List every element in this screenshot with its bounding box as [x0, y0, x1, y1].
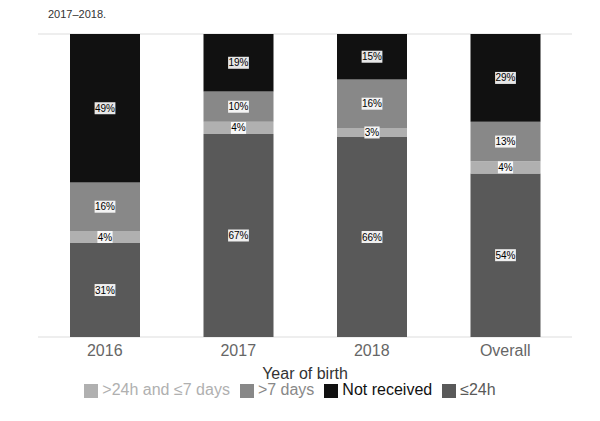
svg-text:Year of birth: Year of birth — [262, 365, 348, 382]
svg-text:31%: 31% — [95, 285, 115, 296]
svg-text:67%: 67% — [228, 230, 248, 241]
svg-text:54%: 54% — [495, 250, 515, 261]
svg-text:10%: 10% — [228, 101, 248, 112]
svg-text:16%: 16% — [362, 98, 382, 109]
svg-text:29%: 29% — [495, 72, 515, 83]
html-text:Not received: Not received — [342, 381, 433, 398]
svg-text:13%: 13% — [495, 136, 515, 147]
html-text:>7 days: >7 days — [257, 381, 315, 398]
svg-text:19%: 19% — [228, 57, 248, 68]
html-text:>24h and ≤7 days: >24h and ≤7 days — [102, 381, 230, 398]
svg-text:15%: 15% — [362, 51, 382, 62]
svg-text:2017: 2017 — [220, 342, 256, 359]
svg-text:3%: 3% — [365, 127, 380, 138]
svg-text:Overall: Overall — [480, 342, 531, 359]
html-text:2017–2018.: 2017–2018. — [48, 8, 107, 20]
svg-text:4%: 4% — [231, 122, 246, 133]
svg-text:4%: 4% — [98, 232, 113, 243]
svg-text:2018: 2018 — [354, 342, 390, 359]
svg-text:4%: 4% — [498, 162, 513, 173]
svg-text:66%: 66% — [362, 232, 382, 243]
html-text:≤24h: ≤24h — [460, 381, 496, 398]
svg-text:16%: 16% — [95, 201, 115, 212]
svg-text:49%: 49% — [95, 103, 115, 114]
svg-text:2016: 2016 — [87, 342, 123, 359]
